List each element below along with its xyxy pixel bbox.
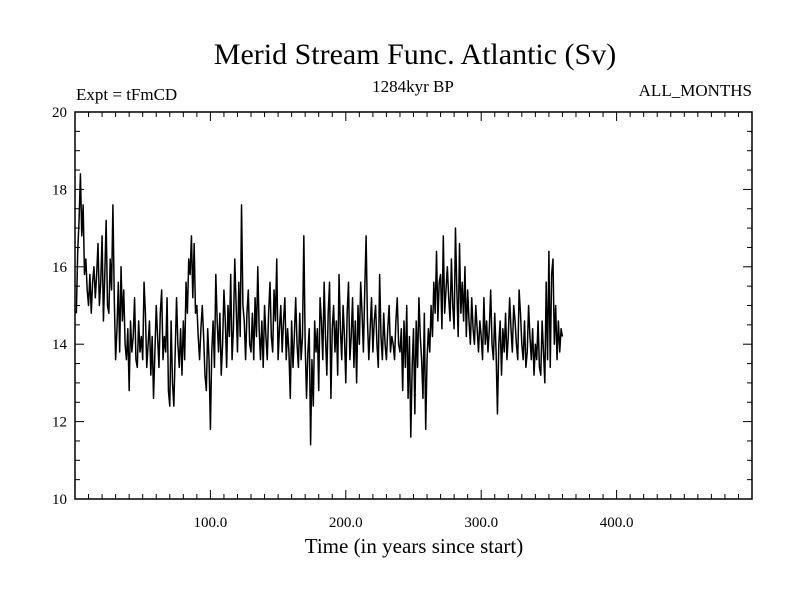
experiment-label: Expt = tFmCD (76, 85, 177, 104)
x-tick-label: 400.0 (600, 515, 634, 531)
chart-title: Merid Stream Func. Atlantic (Sv) (214, 38, 616, 71)
data-series-line (75, 173, 564, 446)
x-axis-label: Time (in years since start) (305, 534, 524, 558)
months-label: ALL_MONTHS (639, 81, 752, 100)
axis-tick-labels: 100.0 200.0 300.0 400.0 10 12 14 16 18 20 (52, 105, 633, 531)
y-tick-label: 10 (52, 492, 67, 508)
time-period-label: 1284kyr BP (372, 77, 454, 96)
x-tick-label: 100.0 (194, 515, 228, 531)
y-tick-label: 14 (52, 337, 68, 353)
y-tick-label: 18 (52, 182, 67, 198)
y-tick-label: 20 (52, 105, 67, 121)
x-tick-label: 200.0 (329, 515, 363, 531)
y-tick-label: 16 (52, 260, 68, 276)
x-tick-label: 300.0 (464, 515, 498, 531)
plot-frame (74, 111, 753, 500)
y-tick-label: 12 (52, 415, 67, 431)
